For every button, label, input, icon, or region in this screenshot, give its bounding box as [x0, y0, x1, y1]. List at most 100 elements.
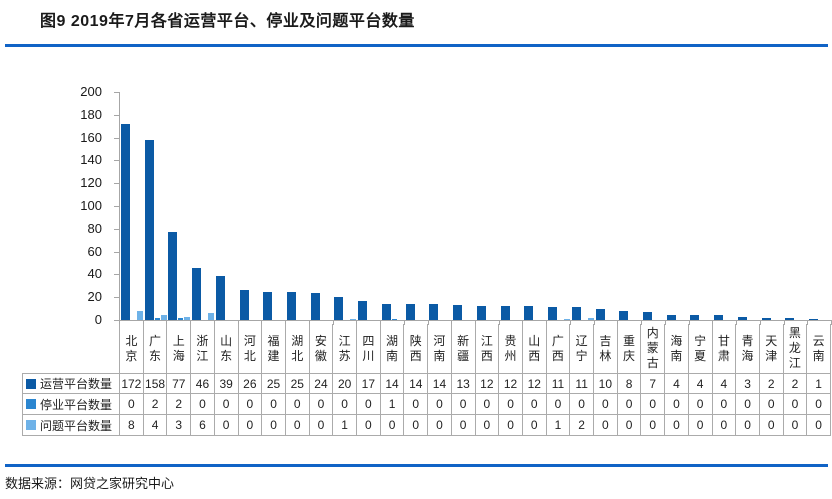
x-category-text: 河南 [433, 333, 446, 363]
x-category-label: 云南 [806, 324, 830, 373]
x-category-text: 江西 [480, 333, 493, 363]
y-tick-label: 20 [87, 289, 102, 305]
x-category-label: 山西 [521, 324, 546, 373]
bar-operating [405, 304, 415, 320]
value-cell: 12 [474, 373, 499, 394]
x-tick-mark [427, 321, 429, 325]
value-cell: 14 [379, 373, 404, 394]
bar-operating [737, 316, 747, 320]
bar-group [191, 92, 215, 320]
x-tick-mark [759, 321, 761, 325]
bar-group [381, 92, 405, 320]
y-tick-mark [114, 114, 119, 116]
x-category-text: 青海 [741, 333, 754, 363]
value-cell: 0 [521, 415, 546, 436]
x-category-label: 广西 [545, 324, 570, 373]
x-category-text: 河北 [243, 333, 256, 363]
x-tick-mark [308, 321, 310, 325]
value-cell: 3 [735, 373, 759, 394]
value-cell: 0 [569, 394, 593, 415]
x-tick-mark [451, 321, 453, 325]
y-tick-label: 60 [87, 243, 102, 259]
value-cell: 0 [213, 394, 238, 415]
x-category-label: 新疆 [450, 324, 475, 373]
value-cell: 0 [711, 394, 736, 415]
y-tick-label: 200 [80, 84, 102, 99]
x-tick-mark [190, 321, 192, 325]
x-category-text: 安徽 [314, 333, 327, 363]
bar-group [642, 92, 666, 320]
value-cell: 0 [758, 415, 783, 436]
data-source: 数据来源：网贷之家研究中心 [5, 476, 175, 491]
bar-operating [429, 304, 439, 320]
y-tick-label: 100 [80, 198, 102, 213]
value-cell: 1 [545, 415, 570, 436]
y-tick-label: 80 [87, 220, 102, 236]
value-cell: 17 [356, 373, 380, 394]
value-cell: 0 [474, 394, 499, 415]
y-tick-label: 120 [80, 175, 102, 191]
value-cell: 0 [450, 415, 475, 436]
value-cell: 4 [711, 373, 736, 394]
x-category-text: 吉林 [599, 333, 612, 363]
series-label: 停业平台数量 [40, 397, 113, 412]
legend-swatch-problem [26, 420, 36, 430]
x-tick-mark [332, 321, 334, 325]
value-cell: 12 [498, 373, 522, 394]
x-tick-mark [380, 321, 382, 325]
x-category-label: 河北 [237, 324, 262, 373]
value-cell: 0 [284, 394, 309, 415]
x-category-label: 上海 [166, 324, 190, 373]
x-category-label: 浙江 [190, 324, 214, 373]
value-cell: 2 [166, 394, 191, 415]
bar-operating [192, 267, 202, 320]
value-cell: 24 [308, 373, 333, 394]
value-cell: 0 [284, 415, 309, 436]
bar-group [357, 92, 381, 320]
bar-group [595, 92, 619, 320]
bar-operating [144, 139, 154, 320]
legend-swatch-closed [26, 399, 36, 409]
x-category-label: 贵州 [498, 324, 522, 373]
value-cell: 4 [664, 373, 688, 394]
bar-operating [453, 305, 463, 320]
value-cell: 0 [261, 394, 285, 415]
x-category-text: 天津 [765, 333, 778, 363]
value-cell: 0 [332, 394, 356, 415]
x-tick-mark [569, 321, 571, 325]
x-category-text: 江苏 [338, 333, 351, 363]
y-tick-label: 160 [80, 129, 102, 145]
table-corner [22, 324, 119, 373]
bar-operating [761, 317, 771, 320]
value-cell: 39 [213, 373, 238, 394]
y-tick-mark [114, 251, 119, 253]
value-cell: 0 [119, 394, 143, 415]
bar-operating [785, 317, 795, 320]
value-cell: 0 [213, 415, 238, 436]
bar-closed [178, 317, 184, 320]
x-tick-mark [688, 321, 690, 325]
value-cell: 4 [142, 415, 167, 436]
value-cell: 0 [545, 394, 570, 415]
bar-operating [168, 232, 178, 320]
x-category-text: 宁夏 [694, 333, 707, 363]
value-cell: 2 [758, 373, 783, 394]
bar-problem [564, 318, 571, 320]
x-category-label: 河南 [427, 324, 451, 373]
bar-group [144, 92, 168, 320]
bar-problem [587, 317, 594, 320]
x-category-text: 云南 [812, 333, 825, 363]
value-cell: 1 [379, 394, 404, 415]
x-category-text: 湖北 [291, 333, 304, 363]
bar-operating [476, 306, 486, 320]
x-category-text: 黑龙江 [788, 326, 801, 370]
x-category-text: 浙江 [196, 333, 209, 363]
value-cell: 25 [284, 373, 309, 394]
bar-group [713, 92, 737, 320]
bar-group [310, 92, 334, 320]
y-tick-mark [114, 206, 119, 207]
value-cell: 4 [687, 373, 712, 394]
x-category-text: 海南 [670, 333, 683, 363]
value-cell: 0 [616, 394, 641, 415]
value-cell: 0 [593, 415, 617, 436]
